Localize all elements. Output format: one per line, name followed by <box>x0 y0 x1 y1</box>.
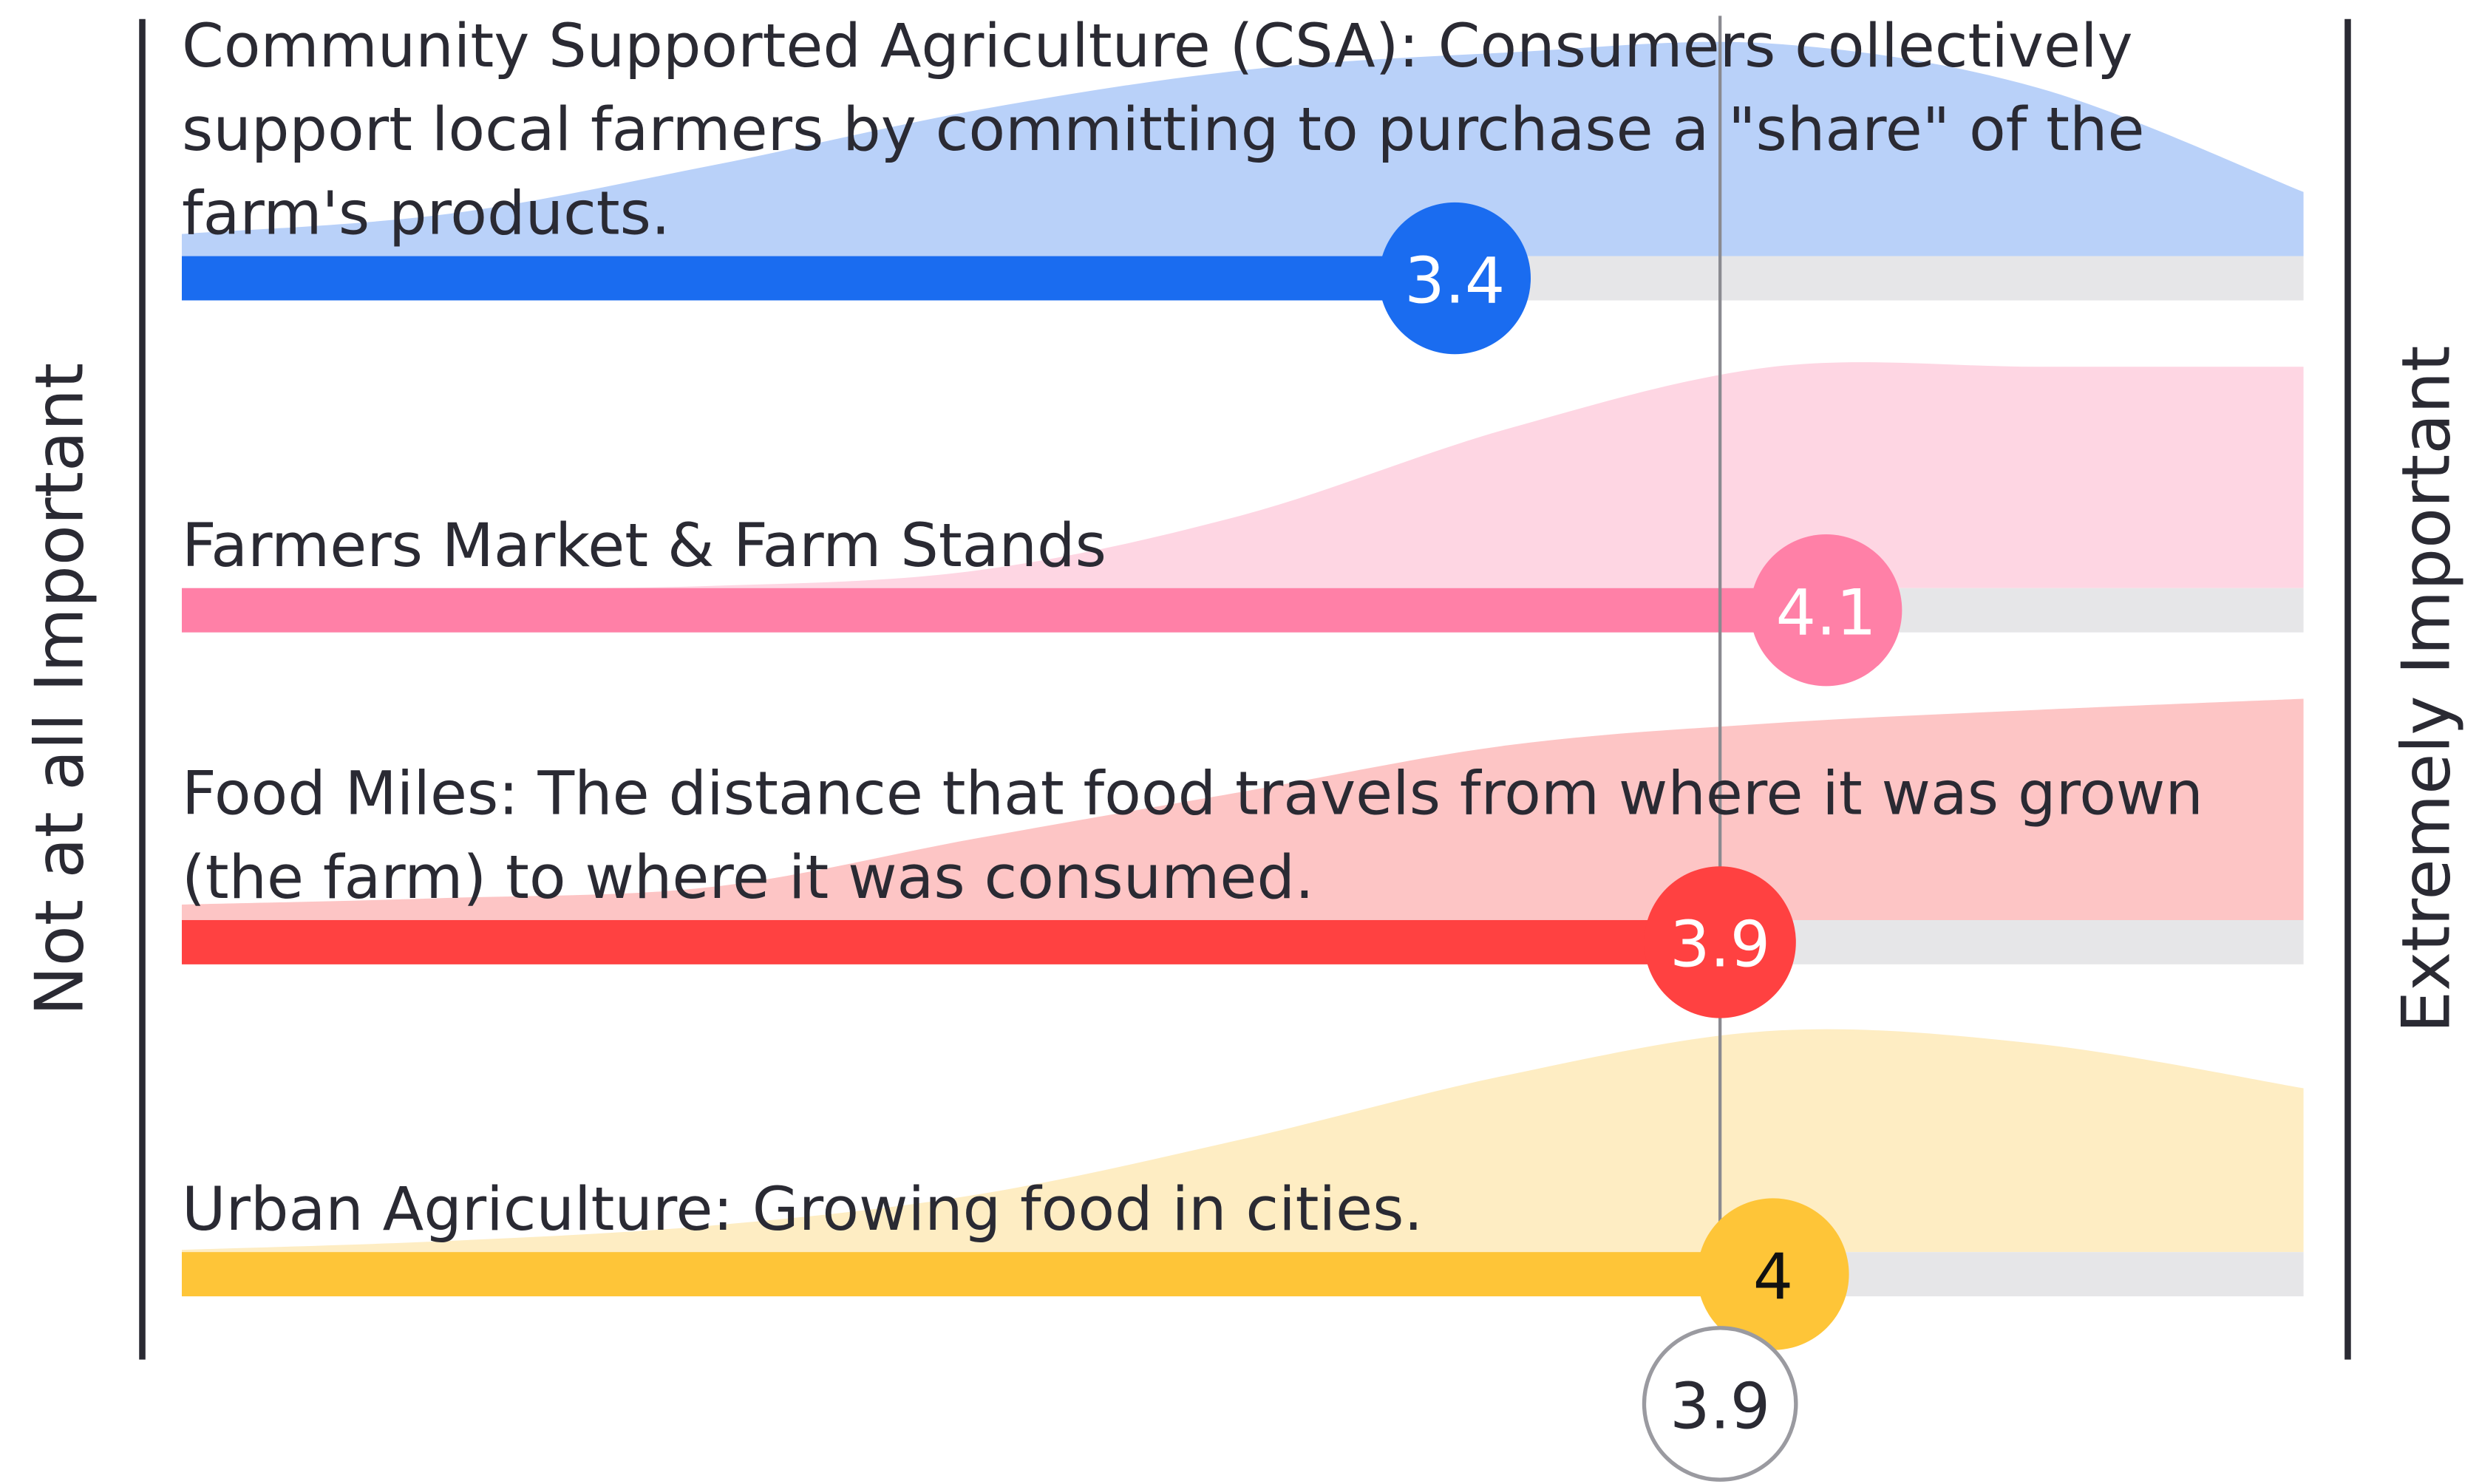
value-dot <box>1378 202 1531 355</box>
distribution-area <box>181 698 2304 920</box>
distribution-area <box>181 41 2304 256</box>
category-label: Farmers Market & Farm Stands <box>182 511 1106 581</box>
value-dot <box>1697 1198 1849 1350</box>
labels: Community Supported Agriculture (CSA): C… <box>182 12 2203 1245</box>
tracks <box>181 256 2304 1297</box>
bar <box>181 256 1455 301</box>
average-dot <box>1642 1326 1798 1482</box>
category-label: Community Supported Agriculture (CSA): C… <box>182 12 2145 249</box>
distribution-area <box>181 362 2304 588</box>
value-label: 4.1 <box>1776 576 1877 650</box>
value-dot <box>1750 534 1902 687</box>
value-label: 3.4 <box>1404 245 1505 318</box>
dots: 3.4 4.1 3.9 4 3.9 <box>1378 202 1902 1482</box>
value-label: 4 <box>1753 1241 1793 1314</box>
distribution-area <box>181 1029 2304 1253</box>
average-label: 3.9 <box>1670 1370 1770 1443</box>
right-label: Extremely Important <box>2388 346 2465 1033</box>
category-label: Food Miles: The distance that food trave… <box>182 760 2203 913</box>
bar <box>181 588 1826 633</box>
value-dot <box>1644 866 1796 1018</box>
value-label: 3.9 <box>1670 909 1770 982</box>
category-label: Urban Agriculture: Growing food in citie… <box>182 1175 1423 1245</box>
left-label: Not at all Important <box>21 363 98 1016</box>
bar <box>181 919 1721 964</box>
areas <box>181 41 2304 1253</box>
bar <box>181 1252 1773 1297</box>
